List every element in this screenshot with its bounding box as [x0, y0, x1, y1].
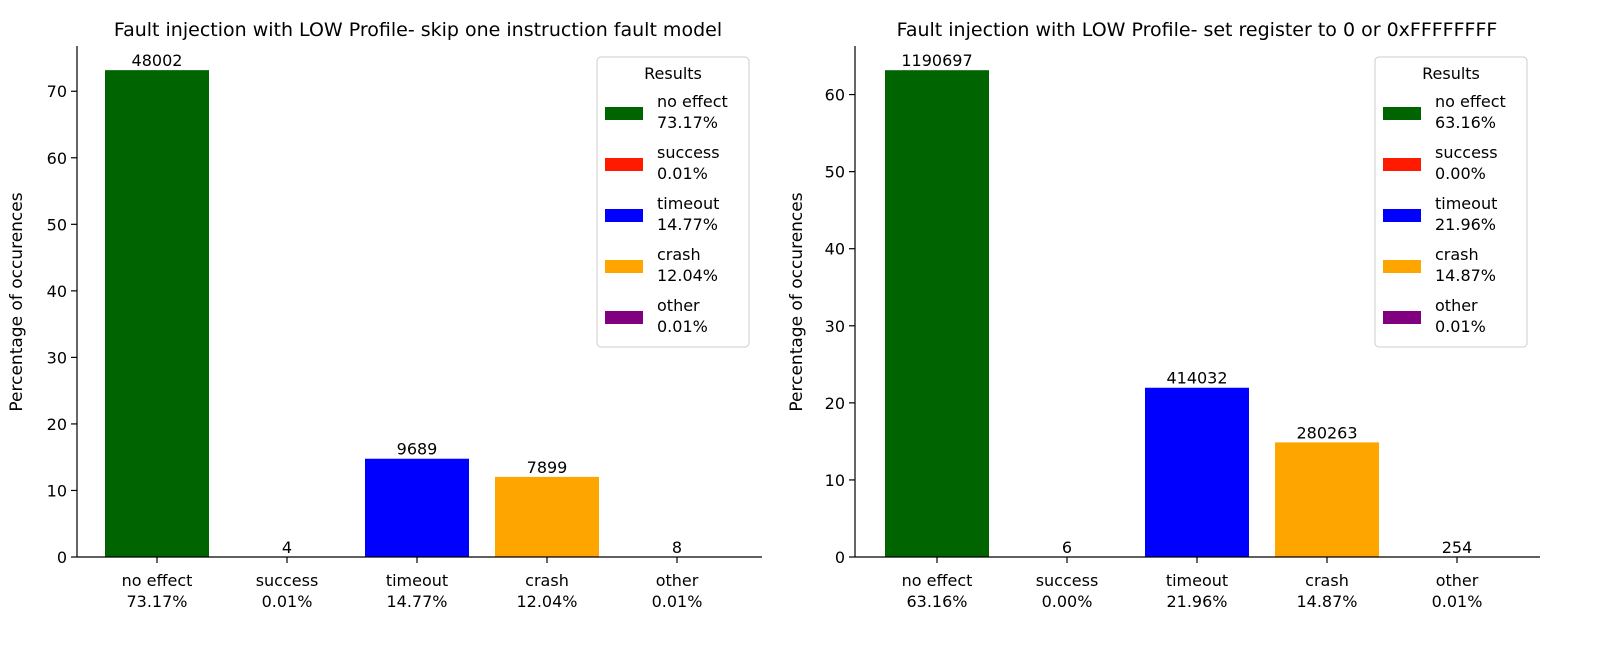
bar-timeout — [1145, 387, 1249, 557]
y-tick-label: 50 — [47, 215, 67, 234]
x-tick-label: crash 14.87% — [1296, 571, 1357, 611]
legend-swatch — [1383, 107, 1421, 120]
y-tick-label: 10 — [47, 481, 67, 500]
chart-title: Fault injection with LOW Profile- skip o… — [114, 19, 722, 41]
y-axis-label: Percentage of occurences — [787, 192, 807, 411]
bar-count-label: 254 — [1442, 538, 1473, 557]
legend-frame — [1374, 56, 1528, 348]
bar-crash — [495, 476, 599, 557]
chart-set-register: Fault injection with LOW Profile- set re… — [787, 19, 1540, 611]
y-tick-label: 30 — [825, 317, 845, 336]
y-tick-label: 10 — [825, 471, 845, 490]
bar-count-label: 6 — [1062, 538, 1072, 557]
legend-swatch — [605, 260, 643, 273]
legend-title: Results — [1422, 64, 1480, 83]
bar-crash — [1275, 442, 1379, 557]
x-tick-label: success 0.01% — [256, 571, 319, 611]
chart-title: Fault injection with LOW Profile- set re… — [897, 19, 1498, 41]
bar-count-label: 1190697 — [901, 51, 972, 70]
x-axis-ticks: no effect 63.16% success 0.00% timeout 21.96%… — [902, 557, 1483, 611]
legend: Results no effect 73.17% success 0.01% timeou… — [596, 56, 750, 348]
legend-swatch — [1383, 158, 1421, 171]
bar-count-label: 414032 — [1166, 369, 1227, 388]
legend-entry-label: timeout 14.77% — [657, 194, 719, 234]
y-tick-label: 50 — [825, 163, 845, 182]
bar-count-label: 9689 — [397, 440, 438, 459]
legend-entry-label: timeout 21.96% — [1435, 194, 1497, 234]
legend-swatch — [1383, 209, 1421, 222]
x-tick-label: timeout 21.96% — [1166, 571, 1228, 611]
data-label-group: 48002 4 9689 7899 8 — [132, 51, 683, 557]
legend-entry-label: success 0.00% — [1435, 143, 1498, 183]
x-tick-label: other 0.01% — [652, 571, 703, 611]
bar-no-effect — [105, 70, 209, 557]
bar-count-label: 48002 — [132, 51, 183, 70]
y-axis-ticks: 0 10 20 30 40 50 60 — [825, 86, 855, 567]
y-tick-label: 40 — [47, 282, 67, 301]
y-axis-label: Percentage of occurences — [7, 192, 27, 411]
legend-frame — [596, 56, 750, 348]
x-tick-label: crash 12.04% — [516, 571, 577, 611]
legend-entry-label: no effect 73.17% — [657, 92, 728, 132]
x-axis-ticks: no effect 73.17% success 0.01% timeout 14.77%… — [122, 557, 703, 611]
y-tick-label: 40 — [825, 240, 845, 259]
y-axis-ticks: 0 10 20 30 40 50 60 70 — [47, 82, 77, 567]
y-tick-label: 60 — [825, 86, 845, 105]
chart-skip-instruction: Fault injection with LOW Profile- skip o… — [7, 19, 762, 611]
legend-entry-label: other 0.01% — [657, 296, 708, 336]
legend-swatch — [605, 311, 643, 324]
x-tick-label: no effect 63.16% — [902, 571, 973, 611]
legend-swatch — [605, 158, 643, 171]
bar-count-label: 4 — [282, 538, 292, 557]
legend-swatch — [605, 107, 643, 120]
y-tick-label: 20 — [825, 394, 845, 413]
bar-group — [885, 70, 1509, 558]
legend-swatch — [1383, 311, 1421, 324]
y-tick-label: 0 — [835, 548, 845, 567]
y-tick-label: 70 — [47, 82, 67, 101]
legend-entry-label: other 0.01% — [1435, 296, 1486, 336]
legend-swatch — [1383, 260, 1421, 273]
axes — [854, 46, 1540, 558]
x-tick-label: no effect 73.17% — [122, 571, 193, 611]
x-tick-label: other 0.01% — [1432, 571, 1483, 611]
bar-count-label: 280263 — [1296, 423, 1357, 442]
x-tick-label: success 0.00% — [1036, 571, 1099, 611]
axes — [76, 46, 762, 558]
data-label-group: 1190697 6 414032 280263 254 — [901, 51, 1472, 557]
y-tick-label: 30 — [47, 348, 67, 367]
legend: Results no effect 63.16% success 0.00% timeou… — [1374, 56, 1528, 348]
y-tick-label: 60 — [47, 149, 67, 168]
legend-entry-label: crash 12.04% — [657, 245, 718, 285]
y-tick-label: 0 — [57, 548, 67, 567]
legend-entry-label: crash 14.87% — [1435, 245, 1496, 285]
legend-swatch — [605, 209, 643, 222]
y-tick-label: 20 — [47, 415, 67, 434]
bar-count-label: 7899 — [527, 458, 568, 477]
x-tick-label: timeout 14.77% — [386, 571, 448, 611]
bar-count-label: 8 — [672, 538, 682, 557]
bar-timeout — [365, 458, 469, 557]
legend-title: Results — [644, 64, 702, 83]
bar-no-effect — [885, 70, 989, 558]
bar-group — [105, 70, 729, 557]
legend-entry-label: no effect 63.16% — [1435, 92, 1506, 132]
legend-entry-label: success 0.01% — [657, 143, 720, 183]
